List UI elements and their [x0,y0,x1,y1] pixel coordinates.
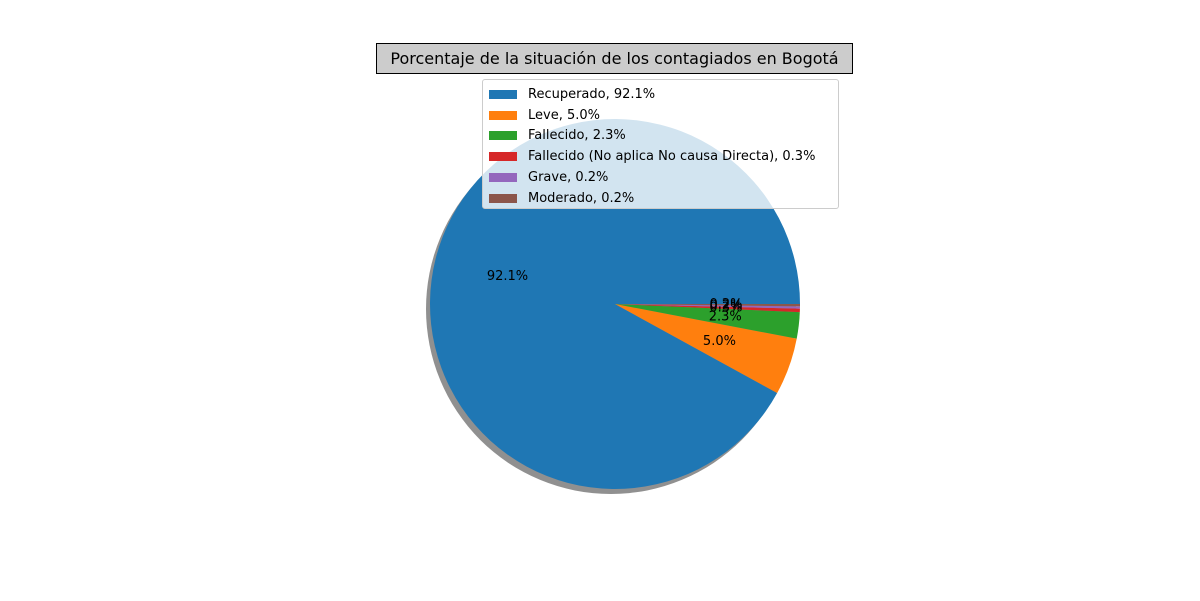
legend-swatch [489,193,517,203]
pie-slice-2 [615,304,800,339]
pie-slice-1 [615,304,797,394]
pie-percent-label-0: 92.1% [487,269,528,284]
legend-item-5: Moderado, 0.2% [483,188,838,209]
pie-slice-4 [615,304,800,309]
legend-item-0: Recuperado, 92.1% [483,84,838,105]
pie-slice-3 [615,304,800,313]
legend-swatch [489,173,517,183]
pie-percent-label-5: 0.2% [709,297,742,312]
legend-label: Moderado, 0.2% [528,190,635,206]
legend-item-3: Fallecido (No aplica No causa Directa), … [483,146,838,167]
legend-label: Grave, 0.2% [528,170,609,186]
legend-item-2: Fallecido, 2.3% [483,126,838,147]
pie-percent-label-2: 2.3% [709,309,742,324]
pie-percent-label-3: 0.3% [709,300,742,315]
pie-percent-label-4: 0.2% [709,299,742,314]
pie-slice-5 [615,304,801,307]
chart-legend: Recuperado, 92.1% Leve, 5.0% Fallecido, 2.… [482,79,839,209]
legend-item-1: Leve, 5.0% [483,105,838,126]
legend-label: Leve, 5.0% [528,107,600,123]
legend-item-4: Grave, 0.2% [483,167,838,188]
legend-label: Fallecido, 2.3% [528,128,626,144]
legend-swatch [489,131,517,141]
legend-label: Fallecido (No aplica No causa Directa), … [528,149,816,165]
legend-swatch [489,110,517,120]
pie-percent-labels: 92.1%5.0%2.3%0.3%0.2%0.2% [487,269,743,349]
legend-label: Recuperado, 92.1% [528,86,656,102]
pie-slice-0 [430,118,800,489]
pie-slices [430,118,801,489]
pie-percent-label-1: 5.0% [703,334,736,349]
legend-swatch [489,152,517,162]
legend-swatch [489,89,517,99]
chart-title: Porcentaje de la situación de los contag… [376,43,853,74]
